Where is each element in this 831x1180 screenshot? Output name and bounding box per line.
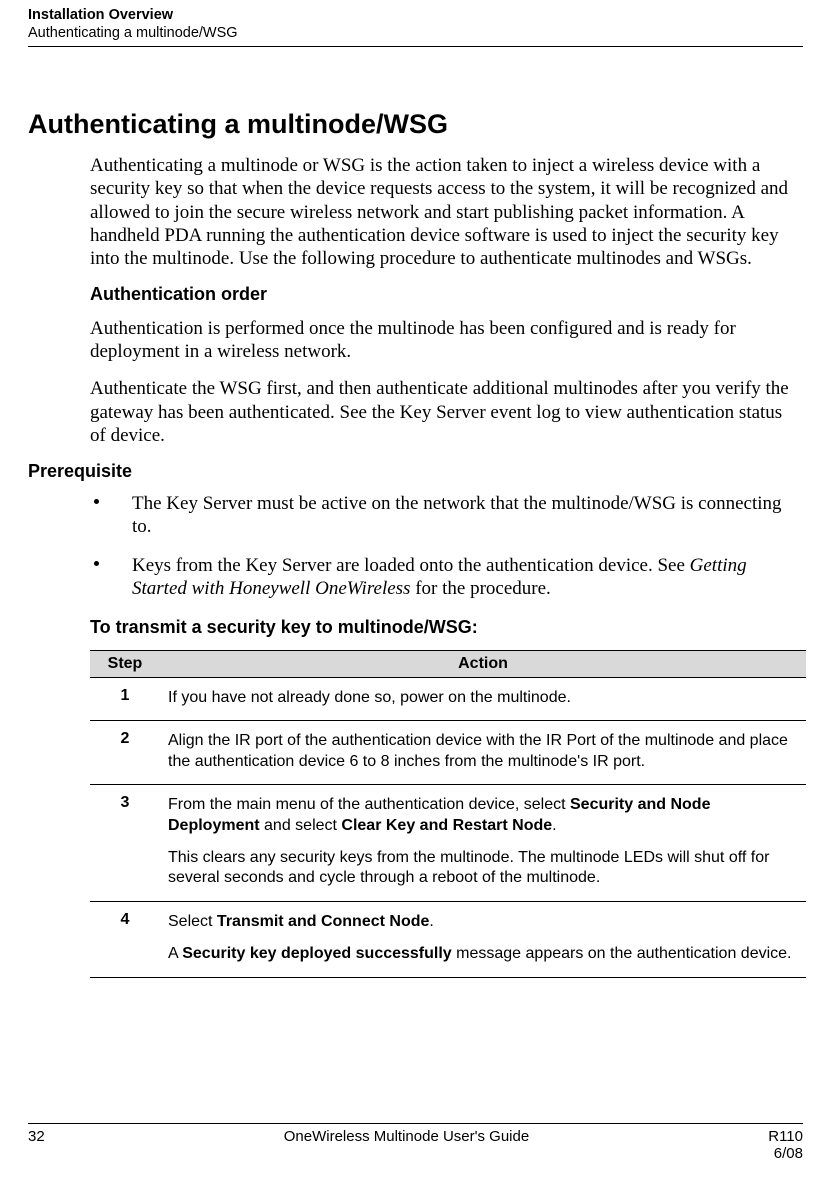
col-step: Step <box>90 650 160 677</box>
running-header: Installation Overview Authenticating a m… <box>28 6 803 47</box>
bullet-icon <box>94 499 99 504</box>
footer-date: 6/08 <box>768 1145 803 1162</box>
bold-text: Transmit and Connect Node <box>217 913 429 930</box>
subheading-procedure: To transmit a security key to multinode/… <box>90 617 801 638</box>
table-row: 2Align the IR port of the authentication… <box>90 721 806 785</box>
text: Align the IR port of the authentication … <box>168 732 788 769</box>
list-item: Keys from the Key Server are loaded onto… <box>90 554 803 600</box>
step-number: 1 <box>90 677 160 720</box>
list-item-text-post: for the procedure. <box>410 578 550 599</box>
page-title: Authenticating a multinode/WSG <box>28 109 803 140</box>
text: message appears on the authentication de… <box>452 945 792 962</box>
text: If you have not already done so, power o… <box>168 689 571 706</box>
steps-table: Step Action 1 If you have not already don… <box>90 650 806 978</box>
bold-text: Clear Key and Restart Node <box>341 817 552 834</box>
para-auth-order-2: Authenticate the WSG first, and then aut… <box>90 377 801 447</box>
text: From the main menu of the authentication… <box>168 796 570 813</box>
step-action: Select Transmit and Connect Node. A Secur… <box>160 901 806 977</box>
action-paragraph: Select Transmit and Connect Node. <box>168 912 798 932</box>
body: Authenticating a multinode or WSG is the… <box>90 154 801 447</box>
text: A <box>168 945 182 962</box>
step-number: 2 <box>90 721 160 785</box>
footer-right: R110 6/08 <box>768 1128 803 1162</box>
text: Select <box>168 913 217 930</box>
text: . <box>552 817 556 834</box>
subheading-auth-order: Authentication order <box>90 284 801 305</box>
table-row: 3 From the main menu of the authenticatio… <box>90 785 806 902</box>
bullet-icon <box>94 561 99 566</box>
subheading-prerequisite: Prerequisite <box>28 461 803 482</box>
action-paragraph: From the main menu of the authentication… <box>168 795 798 836</box>
header-chapter: Installation Overview <box>28 6 803 24</box>
page: Installation Overview Authenticating a m… <box>0 6 831 1180</box>
step-number: 3 <box>90 785 160 902</box>
text: This clears any security keys from the m… <box>168 849 769 886</box>
header-section: Authenticating a multinode/WSG <box>28 24 803 42</box>
list-item-text: The Key Server must be active on the net… <box>132 493 782 537</box>
footer-release: R110 <box>768 1128 803 1145</box>
action-paragraph: This clears any security keys from the m… <box>168 848 798 889</box>
text: . <box>429 913 433 930</box>
prerequisite-list: The Key Server must be active on the net… <box>90 492 803 601</box>
bold-text: Security key deployed successfully <box>182 945 451 962</box>
procedure-block: To transmit a security key to multinode/… <box>90 617 801 638</box>
text: and select <box>260 817 342 834</box>
table-row: 1 If you have not already done so, power … <box>90 677 806 720</box>
step-number: 4 <box>90 901 160 977</box>
col-action: Action <box>160 650 806 677</box>
step-action: Align the IR port of the authentication … <box>160 721 806 785</box>
footer-doc-title: OneWireless Multinode User's Guide <box>45 1128 769 1162</box>
table-header-row: Step Action <box>90 650 806 677</box>
list-item-text-pre: Keys from the Key Server are loaded onto… <box>132 555 690 576</box>
list-item: The Key Server must be active on the net… <box>90 492 803 538</box>
action-paragraph: Align the IR port of the authentication … <box>168 731 798 772</box>
step-action: From the main menu of the authentication… <box>160 785 806 902</box>
lead-paragraph: Authenticating a multinode or WSG is the… <box>90 154 801 270</box>
footer-page-number: 32 <box>28 1128 45 1162</box>
action-paragraph: A Security key deployed successfully mes… <box>168 944 798 964</box>
para-auth-order-1: Authentication is performed once the mul… <box>90 317 801 363</box>
page-footer: 32 OneWireless Multinode User's Guide R1… <box>28 1123 803 1162</box>
table-row: 4 Select Transmit and Connect Node. A Secu… <box>90 901 806 977</box>
action-paragraph: If you have not already done so, power o… <box>168 688 798 708</box>
step-action: If you have not already done so, power o… <box>160 677 806 720</box>
